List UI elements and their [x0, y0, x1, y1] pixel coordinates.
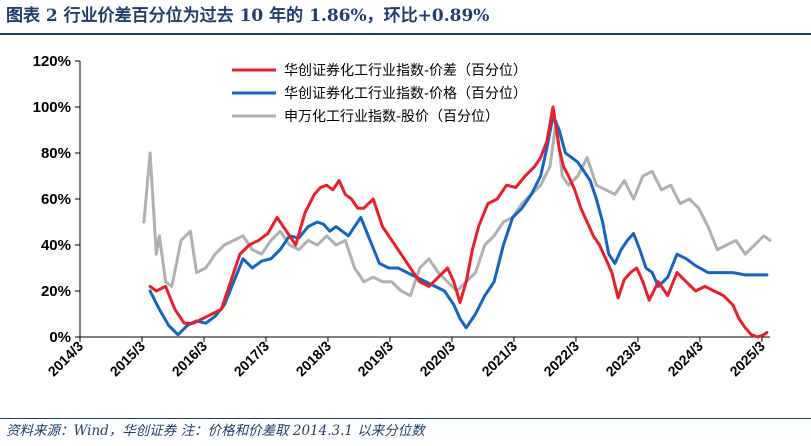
x-tick-label: 2018/3 [293, 338, 335, 380]
line-chart: 0%20%40%60%80%100%120%2014/3 2015/3 2016/3… [33, 53, 772, 380]
chart-title: 图表 2 行业价差百分位为过去 10 年的 1.86%，环比+0.89% [6, 6, 490, 26]
plot-area: 0%20%40%60%80%100%120%2014/3 2015/3 2016/3… [33, 53, 772, 380]
x-tick-label: 2017/3 [231, 338, 273, 380]
source-note: 资料来源：Wind，华创证券 注：价格和价差取 2014.3.1 以来分位数 [6, 423, 425, 439]
x-tick-label: 2023/3 [602, 338, 644, 380]
y-tick-label: 80% [41, 145, 71, 162]
y-tick-label: 100% [33, 99, 71, 116]
x-tick-label: 2025/3 [726, 338, 768, 380]
legend-label-2: 华创证券化工行业指数-价格（百分位） [284, 86, 527, 102]
title-divider [0, 33, 811, 35]
series-line-1 [148, 105, 769, 339]
x-tick-label: 2015/3 [107, 338, 149, 380]
y-tick-label: 60% [41, 191, 71, 208]
legend-label-3: 申万化工行业指数-股价（百分位） [284, 109, 499, 125]
x-tick-label: 2020/3 [416, 338, 458, 380]
y-tick-label: 40% [41, 237, 71, 254]
series-line-3 [142, 119, 772, 298]
x-tick-label: 2016/3 [169, 338, 211, 380]
y-tick-label: 0% [49, 329, 71, 346]
y-tick-label: 120% [33, 53, 71, 70]
series-line-2 [148, 114, 769, 337]
x-tick-label: 2019/3 [354, 338, 396, 380]
y-tick-label: 20% [41, 283, 71, 300]
x-tick-label: 2024/3 [664, 338, 706, 380]
x-tick-label: 2022/3 [540, 338, 582, 380]
source-divider [0, 418, 811, 419]
x-tick-label: 2021/3 [478, 338, 520, 380]
legend-label-1: 华创证券化工行业指数-价差（百分位） [284, 63, 527, 79]
